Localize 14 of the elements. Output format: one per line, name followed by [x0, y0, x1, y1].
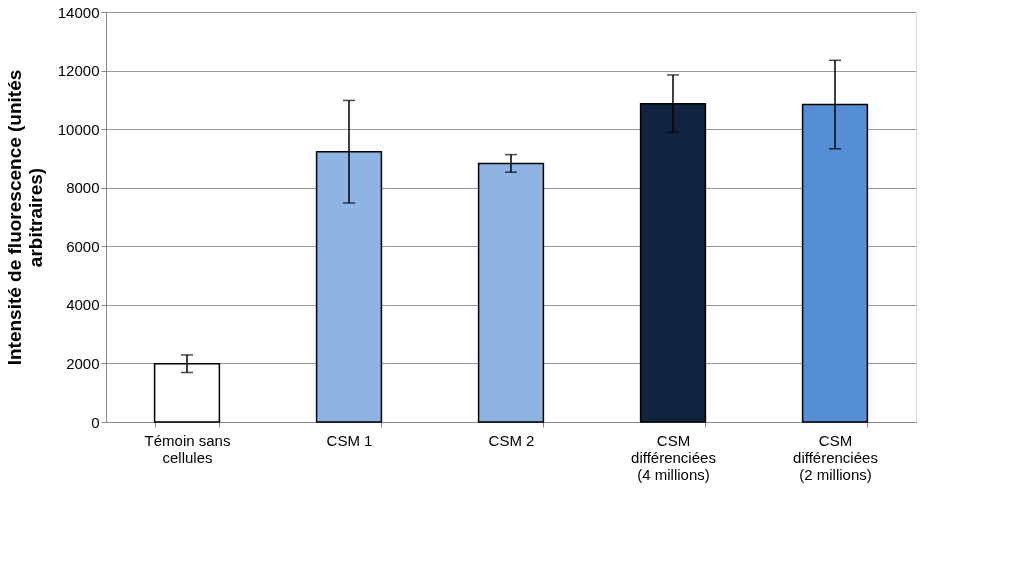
x-tick-label: Témoin sans cellules — [144, 431, 231, 466]
x-tick-label: CSM différenciées (2 millions) — [793, 431, 878, 483]
y-tick-label: 8000 — [66, 179, 100, 197]
x-tick-label: CSM différenciées (4 millions) — [631, 431, 716, 483]
y-tick-label: 14000 — [57, 3, 100, 21]
y-tick-label: 4000 — [66, 296, 100, 314]
y-tick-label: 6000 — [66, 237, 100, 255]
x-tick-label: CSM 1 — [326, 431, 373, 449]
y-tick-label: 12000 — [57, 62, 100, 80]
y-tick-label: 0 — [91, 413, 100, 431]
y-tick-label: 2000 — [66, 354, 100, 372]
y-tick-label: 10000 — [57, 120, 100, 138]
x-tick-label: CSM 2 — [488, 431, 535, 449]
y-axis-title: Intensité de fluorescence (unités arbitraires) — [3, 69, 46, 366]
